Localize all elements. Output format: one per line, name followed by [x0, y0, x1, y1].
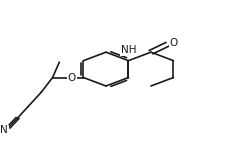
Text: O: O [169, 38, 178, 48]
Text: O: O [68, 72, 76, 83]
Text: NH: NH [121, 45, 136, 55]
Text: N: N [0, 125, 8, 136]
